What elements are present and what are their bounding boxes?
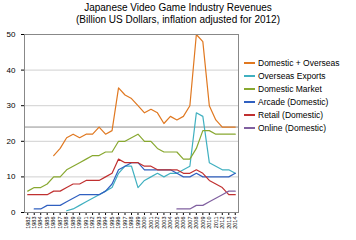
svg-text:1998: 1998: [128, 217, 134, 229]
svg-text:1994: 1994: [102, 217, 108, 229]
svg-text:2011: 2011: [213, 217, 219, 229]
svg-text:2006: 2006: [180, 217, 186, 229]
svg-text:1986: 1986: [50, 217, 56, 229]
svg-text:1985: 1985: [44, 217, 50, 229]
svg-text:20: 20: [7, 137, 16, 146]
svg-text:2014: 2014: [232, 217, 238, 229]
svg-text:1990: 1990: [76, 217, 82, 229]
svg-text:2010: 2010: [206, 217, 212, 229]
html-text:Arcade (Domestic): Arcade (Domestic): [258, 97, 329, 107]
html-text:Retail (Domestic): Retail (Domestic): [258, 110, 324, 120]
html-text:(Billion US Dollars, inflation: (Billion US Dollars, inflation adjusted …: [76, 14, 280, 25]
svg-text:30: 30: [7, 101, 16, 110]
svg-text:2001: 2001: [148, 217, 154, 229]
html-text:Overseas Exports: Overseas Exports: [258, 71, 326, 81]
svg-text:1989: 1989: [70, 217, 76, 229]
svg-text:1988: 1988: [63, 217, 69, 229]
svg-text:1996: 1996: [115, 217, 121, 229]
svg-text:2004: 2004: [167, 217, 173, 229]
svg-text:2013: 2013: [226, 217, 232, 229]
svg-text:1991: 1991: [83, 217, 89, 229]
html-text:Japanese Video Game Industry R: Japanese Video Game Industry Revenues: [84, 2, 272, 13]
html-text:Online (Domestic): Online (Domestic): [258, 123, 326, 133]
svg-text:1987: 1987: [57, 217, 63, 229]
svg-text:40: 40: [7, 66, 16, 75]
svg-text:1995: 1995: [109, 217, 115, 229]
svg-text:1999: 1999: [135, 217, 141, 229]
svg-text:2007: 2007: [187, 217, 193, 229]
svg-text:0: 0: [11, 208, 16, 217]
svg-text:50: 50: [7, 30, 16, 39]
svg-text:2008: 2008: [193, 217, 199, 229]
svg-text:1984: 1984: [37, 217, 43, 229]
svg-text:2003: 2003: [161, 217, 167, 229]
svg-text:1982: 1982: [25, 217, 31, 229]
svg-text:2012: 2012: [219, 217, 225, 229]
svg-text:1983: 1983: [31, 217, 37, 229]
svg-text:1997: 1997: [122, 217, 128, 229]
html-text:Domestic Market: Domestic Market: [258, 84, 322, 94]
svg-text:1993: 1993: [96, 217, 102, 229]
svg-text:10: 10: [7, 172, 16, 181]
svg-text:2002: 2002: [154, 217, 160, 229]
svg-text:2005: 2005: [174, 217, 180, 229]
svg-text:1992: 1992: [89, 217, 95, 229]
svg-text:2000: 2000: [141, 217, 147, 229]
html-text:Domestic + Overseas: Domestic + Overseas: [258, 58, 340, 68]
svg-text:2009: 2009: [200, 217, 206, 229]
